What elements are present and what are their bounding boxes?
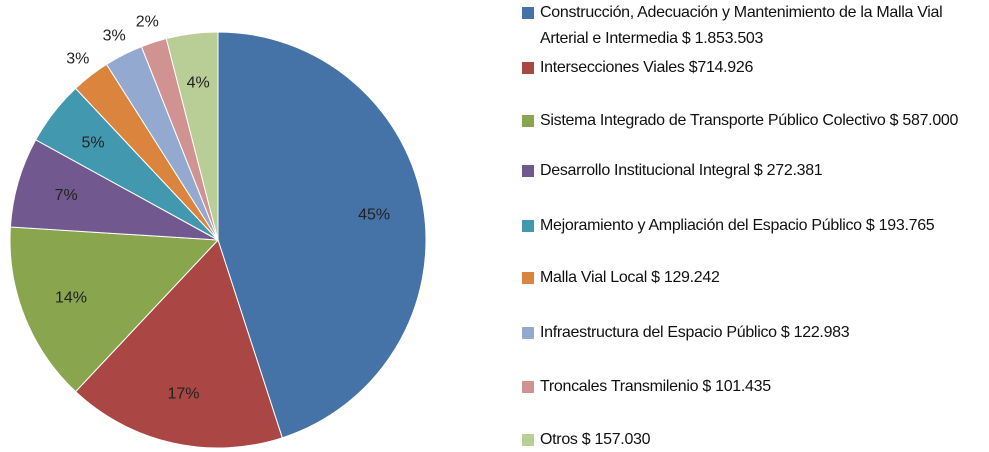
legend-label: Sistema Integrado de Transporte Público …	[540, 112, 959, 129]
legend-swatch	[522, 7, 534, 19]
legend-label: Construcción, Adecuación y Mantenimiento…	[540, 4, 943, 47]
legend-label: Troncales Transmilenio $ 101.435	[540, 378, 771, 395]
data-label: 4%	[187, 74, 210, 91]
legend-entry: Intersecciones Viales $714.926	[522, 55, 982, 81]
pie-area: 45% 17% 14% 7% 5% 3% 3% 2% 4%	[9, 14, 427, 449]
legend-entry: Construcción, Adecuación y Mantenimiento…	[522, 0, 982, 52]
legend-swatch	[522, 272, 534, 284]
legend-label: Infraestructura del Espacio Público $ 12…	[540, 324, 850, 341]
data-label: 2%	[136, 14, 159, 31]
legend-entry: Sistema Integrado de Transporte Público …	[522, 108, 982, 134]
data-label: 3%	[103, 27, 126, 44]
legend-swatch	[522, 220, 534, 232]
legend-entry: Mejoramiento y Ampliación del Espacio Pú…	[522, 213, 982, 239]
legend-entry: Malla Vial Local $ 129.242	[522, 265, 982, 291]
data-label: 7%	[55, 187, 78, 204]
legend-swatch	[522, 381, 534, 393]
pie-slice	[217, 31, 427, 439]
pie-slice	[165, 31, 219, 241]
legend-entry: Troncales Transmilenio $ 101.435	[522, 374, 982, 400]
legend-swatch	[522, 165, 534, 177]
legend-entry: Desarrollo Institucional Integral $ 272.…	[522, 158, 982, 184]
legend-entry: Infraestructura del Espacio Público $ 12…	[522, 320, 982, 346]
pie-slice	[74, 239, 283, 449]
data-label: 45%	[358, 206, 390, 223]
legend-label: Mejoramiento y Ampliación del Espacio Pú…	[540, 217, 935, 234]
data-label: 14%	[55, 289, 87, 306]
data-label: 5%	[82, 134, 105, 151]
legend-swatch	[522, 327, 534, 339]
legend-swatch	[522, 115, 534, 127]
legend-label: Desarrollo Institucional Integral $ 272.…	[540, 162, 823, 179]
legend-swatch	[522, 434, 534, 446]
legend-label: Malla Vial Local $ 129.242	[540, 269, 720, 286]
legend-label: Otros $ 157.030	[540, 431, 651, 448]
pie-slice	[9, 226, 220, 393]
legend-label: Intersecciones Viales $714.926	[540, 59, 754, 76]
legend-entry: Otros $ 157.030	[522, 427, 982, 452]
data-label: 17%	[168, 385, 200, 402]
legend-swatch	[522, 62, 534, 74]
data-label: 3%	[66, 50, 89, 67]
